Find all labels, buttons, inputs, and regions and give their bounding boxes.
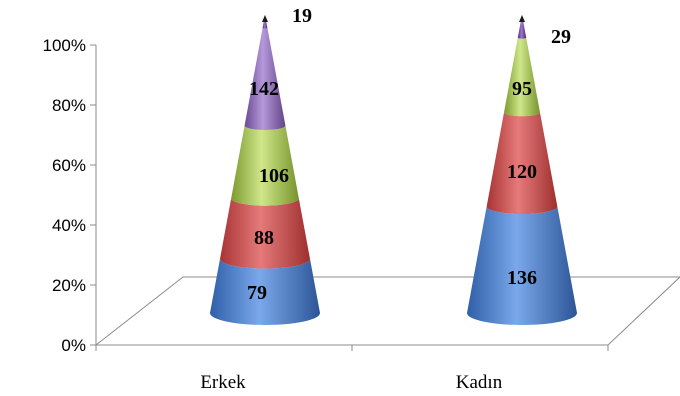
data-label: 29 — [551, 26, 571, 48]
x-category-label: Erkek — [200, 372, 246, 393]
data-labels: 79 88 106 142 19 136 120 95 29 — [247, 5, 571, 304]
cone-series — [210, 15, 577, 325]
x-axis — [95, 344, 609, 351]
y-tick-labels: 0% 20% 40% 60% 80% 100% — [43, 36, 96, 355]
data-label: 88 — [254, 227, 274, 249]
cone-segment — [220, 198, 310, 269]
x-category-label: Kadın — [456, 372, 503, 393]
data-label: 95 — [512, 78, 532, 100]
cone-tip — [519, 15, 525, 22]
cone-tip — [262, 15, 268, 22]
data-label: 136 — [507, 267, 537, 289]
data-label: 120 — [507, 161, 537, 183]
cone-segment — [467, 206, 577, 325]
cone-segment — [517, 15, 527, 39]
y-tick-label: 80% — [52, 96, 86, 115]
cone-segment — [231, 125, 299, 206]
cone-segment — [486, 112, 558, 215]
y-tick-label: 40% — [52, 216, 86, 235]
data-label: 142 — [249, 78, 279, 100]
y-tick-label: 60% — [52, 156, 86, 175]
floor-plane — [94, 276, 680, 346]
chart-floor — [94, 276, 680, 346]
y-tick-label: 100% — [43, 36, 86, 55]
data-label: 106 — [259, 165, 289, 187]
cone-segment — [244, 28, 286, 131]
cone-segment — [210, 258, 320, 325]
y-tick-label: 20% — [52, 276, 86, 295]
data-label: 19 — [292, 5, 312, 27]
data-label: 79 — [247, 282, 267, 304]
x-category-labels: Erkek Kadın — [200, 372, 502, 393]
cone-segment — [504, 37, 540, 117]
y-tick-label: 0% — [61, 336, 86, 355]
